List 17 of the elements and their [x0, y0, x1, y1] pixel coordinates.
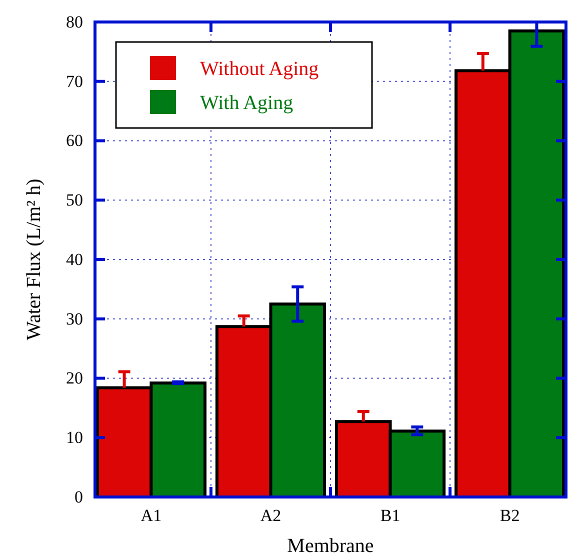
y-tick-label: 40	[66, 250, 83, 269]
y-tick-label: 60	[66, 131, 83, 150]
x-tick-label: A2	[260, 506, 282, 526]
x-tick-label: A1	[140, 506, 162, 526]
y-tick-label: 20	[66, 368, 83, 388]
y-axis-title: Water Flux (L/m² h)	[23, 178, 45, 340]
x-tick-label: B2	[500, 506, 520, 526]
x-tick-label: B1	[380, 506, 400, 526]
legend-label: Without Aging	[200, 58, 319, 80]
y-tick-label: 50	[66, 190, 83, 210]
y-tick-label: 10	[66, 428, 83, 448]
y-tick-label: 80	[66, 12, 83, 32]
y-tick-label: 30	[66, 309, 83, 328]
y-tick-label: 0	[74, 487, 83, 506]
x-axis-title: Membrane	[287, 535, 374, 556]
legend-label: With Aging	[200, 92, 294, 114]
y-tick-label: 70	[66, 72, 83, 91]
